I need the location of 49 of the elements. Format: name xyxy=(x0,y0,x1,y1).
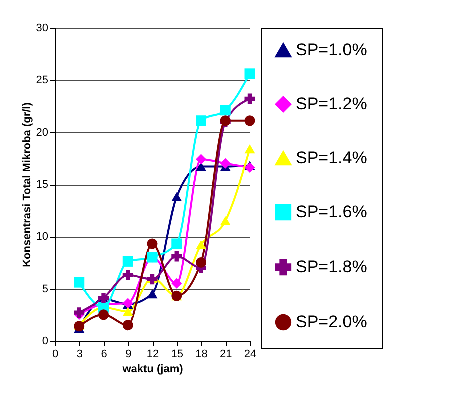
x-tick-label: 12 xyxy=(146,348,160,360)
point xyxy=(122,270,134,281)
x-tick-label: 24 xyxy=(244,348,257,360)
x-tick-label: 18 xyxy=(196,348,208,360)
x-tick-label: 9 xyxy=(126,348,132,360)
x-tick-label: 15 xyxy=(171,348,184,360)
x-tick-label: 3 xyxy=(76,348,83,360)
y-tick-label: 10 xyxy=(36,231,48,244)
point xyxy=(122,307,134,316)
point xyxy=(147,290,158,299)
legend-label: SP=1.8% xyxy=(296,258,368,276)
point xyxy=(172,238,182,250)
point xyxy=(244,162,256,174)
point xyxy=(196,116,206,126)
point xyxy=(244,68,256,80)
y-tick-label: 0 xyxy=(42,336,48,348)
legend-label: SP=2.0% xyxy=(296,312,368,332)
point xyxy=(220,216,231,226)
legend-label: SP=1.0% xyxy=(296,40,368,60)
legend-label: SP=1.6% xyxy=(296,202,368,222)
point xyxy=(196,240,206,250)
point xyxy=(98,310,109,320)
point xyxy=(172,192,182,202)
point xyxy=(196,154,206,165)
point xyxy=(244,94,256,104)
y-tick-label: 15 xyxy=(36,179,48,191)
y-tick-label: 30 xyxy=(36,22,48,34)
y-tick-label: 25 xyxy=(36,74,48,87)
y-tick-label: 20 xyxy=(36,126,48,139)
point xyxy=(196,258,206,268)
point xyxy=(122,256,134,267)
point xyxy=(172,251,182,262)
point xyxy=(74,277,85,288)
point xyxy=(196,162,206,172)
point xyxy=(244,144,256,154)
legend-label: SP=1.4% xyxy=(296,148,368,168)
y-tick-label: 5 xyxy=(42,283,48,296)
point xyxy=(122,320,134,331)
x-tick-label: 0 xyxy=(52,348,59,360)
x-axis-title: waktu (jam) xyxy=(122,364,184,376)
y-axis-title: Konsentrasi Total Mikroba (gr/l) xyxy=(21,102,34,268)
point xyxy=(172,278,182,289)
point xyxy=(244,116,256,126)
legend-label: SP=1.2% xyxy=(296,94,368,114)
x-tick-label: 21 xyxy=(220,348,232,360)
point xyxy=(220,158,231,169)
point xyxy=(147,238,158,250)
point xyxy=(220,105,231,116)
x-tick-label: 6 xyxy=(101,348,108,360)
